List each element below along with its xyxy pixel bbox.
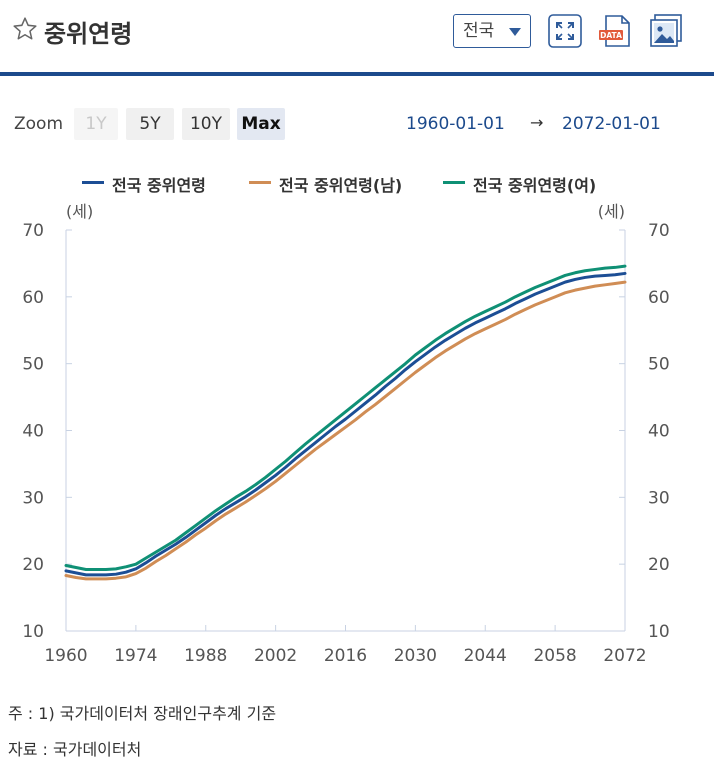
y-tick-label-right: 10 [648, 622, 670, 642]
x-tick-label: 2058 [533, 646, 576, 666]
x-tick-label: 2044 [464, 646, 507, 666]
footnote: 주 : 1) 국가데이터처 장래인구추계 기준 [8, 704, 277, 723]
zoom-10y-button[interactable]: 10Y [182, 108, 230, 140]
y-tick-label-right: 40 [648, 422, 670, 442]
data-download-icon[interactable]: DATA [598, 14, 632, 48]
y-tick-label-left: 50 [22, 355, 44, 375]
legend-label: 전국 중위연령(남) [279, 176, 403, 195]
x-tick-label: 1960 [44, 646, 87, 666]
image-download-icon[interactable] [649, 14, 683, 48]
zoom-5y-button[interactable]: 5Y [126, 108, 174, 140]
legend-swatch [82, 181, 104, 184]
legend-swatch [443, 181, 465, 184]
header-divider [0, 72, 714, 76]
y-tick-label-left: 40 [22, 422, 44, 442]
y-tick-label-left: 20 [22, 555, 44, 575]
zoom-1y-button[interactable]: 1Y [74, 108, 118, 140]
legend-label: 전국 중위연령 [112, 176, 206, 195]
legend-swatch [249, 181, 271, 184]
series-line-1 [64, 280, 627, 581]
x-tick-label: 2030 [394, 646, 437, 666]
y-tick-label-right: 20 [648, 555, 670, 575]
x-tick-label: 2072 [603, 646, 646, 666]
y-axis-title-right: (세) [598, 202, 625, 221]
y-tick-label-left: 70 [22, 221, 44, 241]
series-line-0 [64, 271, 627, 577]
series-line-2 [64, 264, 627, 572]
chart-header: 중위연령 전국 DATA [0, 0, 714, 72]
y-tick-label-right: 50 [648, 355, 670, 375]
legend-label: 전국 중위연령(여) [473, 176, 597, 195]
x-tick-label: 2016 [324, 646, 367, 666]
x-tick-label: 2002 [254, 646, 297, 666]
y-axis-title-left: (세) [66, 202, 93, 221]
range-arrow: → [530, 113, 544, 132]
page-title: 중위연령 [44, 20, 133, 48]
star-outline-icon[interactable] [12, 16, 38, 42]
x-tick-label: 1988 [184, 646, 227, 666]
y-tick-label-right: 60 [648, 288, 670, 308]
zoom-max-button[interactable]: Max [237, 108, 285, 140]
y-tick-label-right: 30 [648, 488, 670, 508]
zoom-label: Zoom [14, 114, 64, 134]
region-select-value: 전국 [463, 21, 495, 41]
y-tick-label-left: 60 [22, 288, 44, 308]
fullscreen-icon[interactable] [548, 14, 582, 48]
y-tick-label-left: 30 [22, 488, 44, 508]
chevron-down-icon [509, 28, 521, 36]
source-note: 자료 : 국가데이터처 [8, 740, 142, 759]
x-tick-label: 1974 [114, 646, 157, 666]
region-select[interactable]: 전국 [453, 14, 531, 48]
range-start-input[interactable]: 1960-01-01 [406, 114, 505, 134]
svg-text:DATA: DATA [600, 31, 622, 40]
y-tick-label-right: 70 [648, 221, 670, 241]
y-tick-label-left: 10 [22, 622, 44, 642]
range-end-input[interactable]: 2072-01-01 [562, 114, 661, 134]
